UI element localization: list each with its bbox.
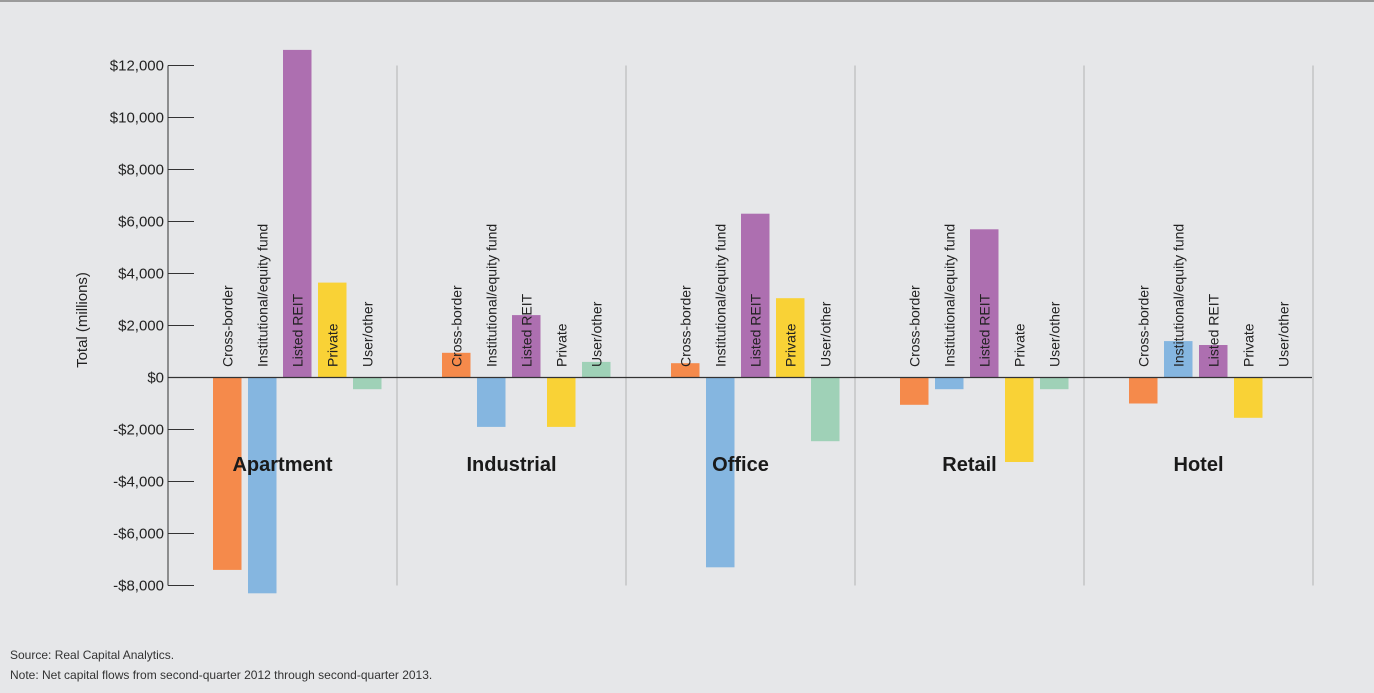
bar <box>248 377 277 594</box>
top-rule <box>0 0 1374 2</box>
bar <box>1199 345 1228 378</box>
bar-series-label: Private <box>1240 323 1256 367</box>
y-tick-label: -$2,000 <box>113 422 164 439</box>
y-tick-label: $12,000 <box>110 58 164 75</box>
bar <box>1129 377 1158 404</box>
bar-series-label: Listed REIT <box>518 293 534 367</box>
bar <box>1005 377 1034 462</box>
y-tick-label: $4,000 <box>118 266 164 283</box>
bar-series-label: Private <box>782 323 798 367</box>
bar <box>582 361 611 378</box>
bar-series-label: Cross-border <box>906 285 922 367</box>
category-label: Retail <box>942 454 996 476</box>
footnote: Note: Net capital flows from second-quar… <box>10 668 433 682</box>
bar <box>318 282 347 378</box>
bar <box>477 377 506 427</box>
bar-series-label: Private <box>1011 323 1027 367</box>
bar <box>442 352 471 378</box>
bar <box>1234 377 1263 418</box>
bar-series-label: Private <box>324 323 340 367</box>
bar-series-label: User/other <box>1046 301 1062 367</box>
y-tick-label: $6,000 <box>118 214 164 231</box>
bar-series-label: Listed REIT <box>1205 293 1221 367</box>
chart-notes: Source: Real Capital Analytics. Note: Ne… <box>10 645 432 685</box>
bar-series-label: Private <box>553 323 569 367</box>
group-dividers <box>396 65 1314 586</box>
category-label: Hotel <box>1174 454 1224 476</box>
y-tick-label: $10,000 <box>110 110 164 127</box>
bar-series-label: Institutional/equity fund <box>712 224 728 367</box>
bar-series-label: User/other <box>1275 301 1291 367</box>
bar-series-label: Listed REIT <box>976 293 992 367</box>
bar <box>970 229 999 378</box>
bar-series-label: Listed REIT <box>747 293 763 367</box>
bar-series-label: Institutional/equity fund <box>941 224 957 367</box>
bar <box>213 377 242 570</box>
y-tick-label: -$8,000 <box>113 578 164 595</box>
bar <box>512 315 541 378</box>
category-label: Office <box>712 454 769 476</box>
bar <box>706 377 735 568</box>
y-tick-label: -$4,000 <box>113 474 164 491</box>
bar <box>353 377 382 390</box>
bar <box>741 213 770 378</box>
y-tick-label: -$6,000 <box>113 526 164 543</box>
bar-series-label: User/other <box>588 301 604 367</box>
category-label: Apartment <box>232 454 332 476</box>
bar-series-label: User/other <box>817 301 833 367</box>
bar-series-label: User/other <box>359 301 375 367</box>
bar-series-label: Cross-border <box>219 285 235 367</box>
y-tick-label: $2,000 <box>118 318 164 335</box>
bar-series-label: Institutional/equity fund <box>1170 224 1186 367</box>
bar <box>1040 377 1069 390</box>
bar <box>900 377 929 405</box>
net-capital-flows-chart: $12,000 $10,000 $8,000 $6,000 $4,000 $2,000 $0… <box>74 49 1314 595</box>
category-label: Industrial <box>466 454 556 476</box>
bar <box>283 49 312 378</box>
bar-series-label: Listed REIT <box>289 293 305 367</box>
y-tick-label: $8,000 <box>118 162 164 179</box>
bar <box>1164 341 1193 378</box>
y-axis: $12,000 $10,000 $8,000 $6,000 $4,000 $2,000 $0… <box>110 58 1312 595</box>
bar-series-label: Institutional/equity fund <box>254 224 270 367</box>
bar-series-label: Institutional/equity fund <box>483 224 499 367</box>
bar <box>547 377 576 427</box>
y-axis-title: Total (millions) <box>74 272 91 368</box>
bar-series-label: Cross-border <box>677 285 693 367</box>
bars <box>213 49 1263 594</box>
bar-labels: Cross-border Institutional/equity fund Lis… <box>219 224 1291 367</box>
y-tick-label: $0 <box>147 370 164 387</box>
bar <box>811 377 840 442</box>
source-note: Source: Real Capital Analytics. <box>10 648 175 662</box>
bar <box>935 377 964 390</box>
bar-series-label: Cross-border <box>1135 285 1151 367</box>
bar <box>671 363 700 378</box>
bar <box>776 298 805 378</box>
bar-series-label: Cross-border <box>448 285 464 367</box>
category-labels: Apartment Industrial Office Retail Hotel <box>232 454 1223 476</box>
